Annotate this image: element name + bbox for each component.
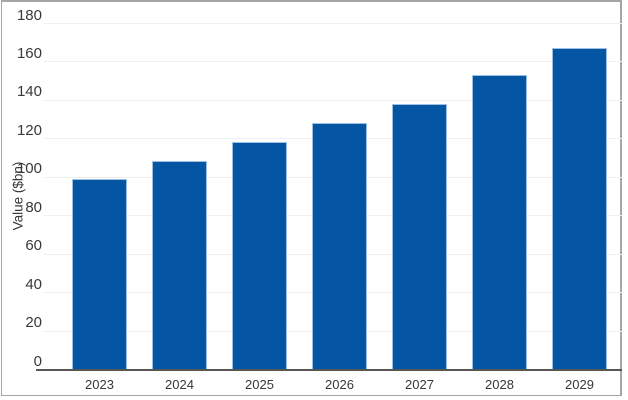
y-tick-label-80: 80 bbox=[25, 198, 42, 216]
x-tick-label-2023: 2023 bbox=[85, 377, 114, 392]
y-tick-label-20: 20 bbox=[25, 314, 42, 332]
bar-2023 bbox=[72, 178, 127, 369]
bar-2026 bbox=[312, 123, 367, 369]
y-tick-label-140: 140 bbox=[16, 83, 42, 101]
y-tick-label-180: 180 bbox=[16, 6, 42, 24]
y-tick-label-0: 0 bbox=[33, 352, 42, 370]
x-tick-label-2027: 2027 bbox=[405, 377, 434, 392]
bar-2027 bbox=[392, 103, 447, 369]
y-tick-label-40: 40 bbox=[25, 275, 42, 293]
gridline-180 bbox=[44, 23, 622, 24]
gridline-140 bbox=[44, 99, 622, 101]
y-tick-label-160: 160 bbox=[16, 44, 42, 62]
bar-2028 bbox=[472, 74, 527, 369]
gridline-160 bbox=[44, 61, 622, 63]
x-tick-label-2024: 2024 bbox=[165, 377, 194, 392]
y-tick-label-120: 120 bbox=[16, 121, 42, 139]
x-tick-label-2029: 2029 bbox=[565, 377, 594, 392]
x-tick-label-2026: 2026 bbox=[325, 377, 354, 392]
x-tick-label-2028: 2028 bbox=[485, 377, 514, 392]
bar-2025 bbox=[232, 142, 287, 369]
x-axis-line bbox=[36, 369, 622, 371]
x-tick-label-2025: 2025 bbox=[245, 377, 274, 392]
bar-2029 bbox=[552, 48, 607, 369]
y-tick-label-60: 60 bbox=[25, 237, 42, 255]
y-tick-label-100: 100 bbox=[16, 160, 42, 178]
bar-2024 bbox=[152, 161, 207, 369]
